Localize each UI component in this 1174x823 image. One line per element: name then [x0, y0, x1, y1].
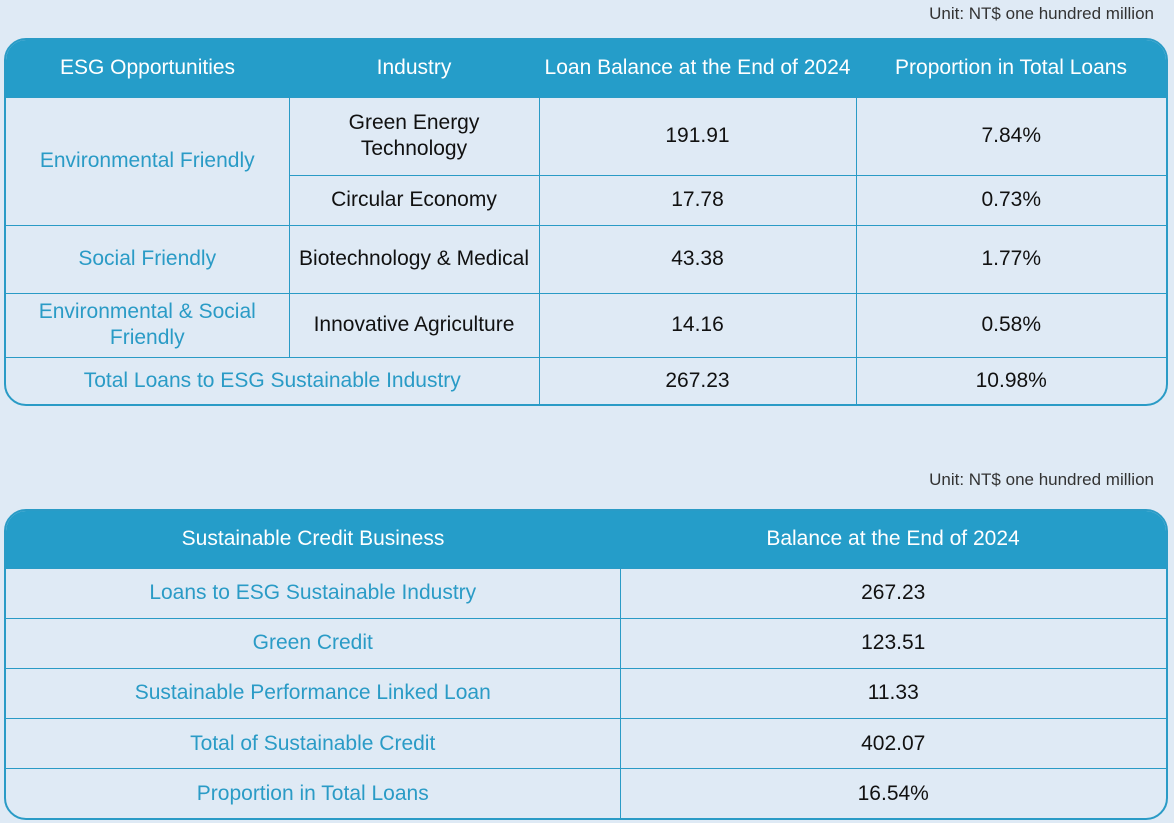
table-header-row: ESG Opportunities Industry Loan Balance … [6, 40, 1166, 97]
category-cell: Environmental Friendly [6, 96, 290, 226]
total-label: Total Loans to ESG Sustainable Industry [6, 356, 540, 404]
table-row: Sustainable Performance Linked Loan 11.3… [6, 667, 1166, 720]
balance-cell: 14.16 [538, 292, 857, 358]
industry-cell: Innovative Agriculture [288, 292, 540, 358]
proportion-cell: 0.58% [855, 292, 1166, 358]
credit-label: Total of Sustainable Credit [6, 718, 621, 770]
table-row: Environmental Friendly Green Energy Tech… [6, 96, 1166, 226]
industry-cell: Biotechnology & Medical [288, 224, 540, 294]
table-row: Circular Economy 17.78 0.73% [6, 174, 1166, 226]
column-header: Balance at the End of 2024 [620, 511, 1166, 568]
total-proportion: 10.98% [855, 356, 1166, 404]
table-row: Social Friendly Biotechnology & Medical … [6, 224, 1166, 294]
proportion-cell: 7.84% [855, 96, 1166, 176]
industry-cell: Green Energy Technology [288, 96, 540, 176]
column-header: Industry [289, 40, 539, 97]
table-row: Proportion in Total Loans 16.54% [6, 768, 1166, 818]
credit-label: Green Credit [6, 617, 621, 669]
esg-opportunities-table: ESG Opportunities Industry Loan Balance … [4, 38, 1168, 406]
industry-cell: Circular Economy [289, 174, 540, 226]
balance-cell: 43.38 [538, 224, 857, 294]
unit-label: Unit: NT$ one hundred million [929, 470, 1154, 489]
credit-label: Loans to ESG Sustainable Industry [6, 567, 621, 619]
credit-label: Sustainable Performance Linked Loan [6, 667, 621, 720]
total-balance: 267.23 [538, 356, 857, 404]
column-header: Sustainable Credit Business [6, 511, 620, 568]
category-cell: Social Friendly [6, 224, 290, 294]
proportion-cell: 1.77% [855, 224, 1166, 294]
category-cell: Environmental & Social Friendly [6, 292, 290, 358]
balance-cell: 191.91 [538, 96, 857, 176]
sustainable-credit-table: Sustainable Credit Business Balance at t… [4, 509, 1168, 820]
credit-label: Proportion in Total Loans [6, 768, 621, 818]
table-header-row: Sustainable Credit Business Balance at t… [6, 511, 1166, 568]
balance-cell: 17.78 [538, 174, 857, 226]
table-row: Loans to ESG Sustainable Industry 267.23 [6, 567, 1166, 619]
proportion-cell: 0.73% [855, 174, 1166, 226]
table-row: Total of Sustainable Credit 402.07 [6, 718, 1166, 770]
total-row: Total Loans to ESG Sustainable Industry … [6, 356, 1166, 404]
table-row: Green Credit 123.51 [6, 617, 1166, 669]
table-row: Environmental & Social Friendly Innovati… [6, 292, 1166, 358]
unit-label: Unit: NT$ one hundred million [929, 4, 1154, 23]
credit-value: 123.51 [619, 617, 1166, 669]
credit-value: 267.23 [619, 567, 1166, 619]
column-header: ESG Opportunities [6, 40, 289, 97]
column-header: Loan Balance at the End of 2024 [539, 40, 856, 97]
credit-value: 11.33 [619, 667, 1166, 720]
column-header: Proportion in Total Loans [856, 40, 1166, 97]
credit-value: 402.07 [619, 718, 1166, 770]
credit-value: 16.54% [619, 768, 1166, 818]
